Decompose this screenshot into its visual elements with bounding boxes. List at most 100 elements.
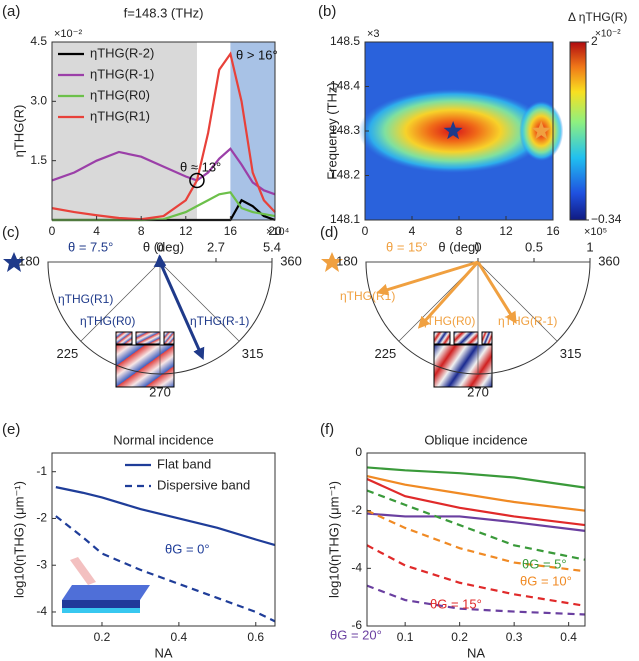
x-tick-label: 16 bbox=[224, 224, 238, 238]
x-tick-label: 20 bbox=[268, 224, 282, 238]
inset-tile bbox=[135, 331, 161, 345]
panel-label: (e) bbox=[2, 421, 20, 438]
y-tick-label: -6 bbox=[351, 618, 362, 632]
annotation: θG = 5° bbox=[522, 556, 567, 571]
legend-label: Flat band bbox=[157, 456, 211, 471]
y-tick-label: -1 bbox=[36, 464, 47, 478]
series-line bbox=[366, 474, 586, 512]
star-icon bbox=[321, 252, 343, 272]
series-label: ηTHG(R1) bbox=[340, 289, 395, 303]
x-tick-label: 0 bbox=[49, 224, 56, 238]
polar-arrow bbox=[158, 261, 205, 361]
radial-tick-label: 0 bbox=[474, 239, 481, 254]
panel-label: (b) bbox=[318, 3, 336, 20]
star-icon bbox=[3, 252, 25, 272]
polar-grid bbox=[365, 261, 591, 375]
x-tick-label: 8 bbox=[138, 224, 145, 238]
axis-exponent: ×10⁻² bbox=[54, 28, 82, 40]
panel-label: (d) bbox=[320, 224, 338, 241]
y-tick-label: 4.5 bbox=[30, 34, 47, 48]
y-axis-label: log10(ηTHG) (μm⁻¹) bbox=[11, 481, 26, 598]
radial-tick-label: 2.7 bbox=[207, 239, 225, 254]
inset-tile bbox=[115, 331, 133, 345]
x-tick-label: 0.2 bbox=[94, 630, 111, 644]
x-axis-label: NA bbox=[154, 645, 172, 660]
y-tick-label: 148.4 bbox=[330, 79, 360, 93]
highlight-marker bbox=[189, 172, 205, 189]
angle-tick-label: 180 bbox=[336, 253, 358, 268]
x-tick-label: 0.6 bbox=[247, 630, 264, 644]
y-axis-label: log10(ηTHG) (μm⁻¹) bbox=[326, 481, 341, 598]
inset-tile bbox=[453, 331, 479, 345]
y-tick-label: 3.0 bbox=[30, 94, 47, 108]
series-line bbox=[366, 509, 586, 573]
x-tick-label: 0.4 bbox=[560, 630, 577, 644]
radial-tick-label: 0 bbox=[156, 239, 163, 254]
angle-grid-line bbox=[80, 261, 161, 342]
angle-tick-label: 315 bbox=[242, 346, 264, 361]
x-tick-label: 0.2 bbox=[451, 630, 468, 644]
x-tick-label: 0.4 bbox=[171, 630, 188, 644]
series-line bbox=[366, 466, 586, 489]
y-tick-label: 1.5 bbox=[30, 153, 47, 167]
axis-exponent: ×10⁴ bbox=[266, 226, 290, 238]
angle-tick-label: 225 bbox=[56, 346, 78, 361]
series-line bbox=[55, 515, 276, 623]
x-tick-label: 16 bbox=[546, 224, 560, 238]
y-tick-label: -4 bbox=[351, 561, 362, 575]
x-tick-label: 12 bbox=[179, 224, 193, 238]
y-tick-label: 148.3 bbox=[330, 123, 360, 137]
series-label: ηTHG(R-1) bbox=[498, 314, 557, 328]
angle-tick-label: 270 bbox=[467, 384, 489, 399]
plot-frame bbox=[51, 452, 276, 627]
series-label: ηTHG(R0) bbox=[420, 314, 475, 328]
plot-frame bbox=[366, 452, 586, 627]
chart-title: f=148.3 (THz) bbox=[124, 5, 204, 20]
y-tick-label: 148.5 bbox=[330, 34, 360, 48]
inset-tile bbox=[481, 331, 493, 345]
shaded-region bbox=[230, 42, 275, 220]
polar-arrow bbox=[417, 260, 480, 329]
chart-title: Oblique incidence bbox=[424, 432, 527, 447]
y-tick-label: -2 bbox=[36, 511, 47, 525]
radial-tick-label: 1 bbox=[586, 239, 593, 254]
colorbar-tick-label: 2 bbox=[591, 34, 598, 48]
x-tick-label: 0.3 bbox=[506, 630, 523, 644]
annotation: θG = 0° bbox=[165, 541, 210, 556]
x-tick-label: 8 bbox=[456, 224, 463, 238]
polar-arrow bbox=[376, 260, 479, 296]
panel-label: (c) bbox=[2, 224, 20, 241]
legend-label: ηTHG(R-1) bbox=[90, 66, 154, 81]
angle-tick-label: 360 bbox=[280, 253, 302, 268]
star-marker bbox=[443, 121, 463, 140]
angle-grid-line bbox=[477, 261, 558, 342]
angle-grid-line bbox=[159, 261, 240, 342]
annotation: θG = 10° bbox=[520, 573, 572, 588]
y-tick-label: 148.1 bbox=[330, 212, 360, 226]
annotation: θG = 20° bbox=[330, 627, 382, 642]
series-line bbox=[366, 477, 586, 527]
series-label: ηTHG(R1) bbox=[58, 292, 113, 306]
inset-tile bbox=[433, 331, 451, 345]
y-tick-label: -4 bbox=[36, 604, 47, 618]
radial-tick-label: 0.5 bbox=[525, 239, 543, 254]
angle-tick-label: 315 bbox=[560, 346, 582, 361]
x-tick-label: 12 bbox=[499, 224, 513, 238]
x-axis-label: θ (deg) bbox=[438, 239, 479, 254]
inset-image bbox=[433, 344, 493, 388]
plot-frame bbox=[51, 41, 276, 221]
angle-tick-label: 270 bbox=[149, 384, 171, 399]
angle-tick-label: 360 bbox=[598, 253, 620, 268]
legend-label: Dispersive band bbox=[157, 477, 250, 492]
series-line bbox=[51, 51, 276, 221]
annotation: θ > 16° bbox=[236, 47, 278, 62]
annotation: θG = 15° bbox=[430, 596, 482, 611]
y-tick-label: -2 bbox=[351, 503, 362, 517]
shaded-region bbox=[52, 42, 197, 220]
series-label: ηTHG(R0) bbox=[80, 314, 135, 328]
x-tick-label: 0 bbox=[362, 224, 369, 238]
x-tick-label: 4 bbox=[93, 224, 100, 238]
series-line bbox=[366, 544, 586, 607]
series-line bbox=[366, 489, 586, 561]
annotation: θ ≈ 13° bbox=[180, 159, 221, 174]
